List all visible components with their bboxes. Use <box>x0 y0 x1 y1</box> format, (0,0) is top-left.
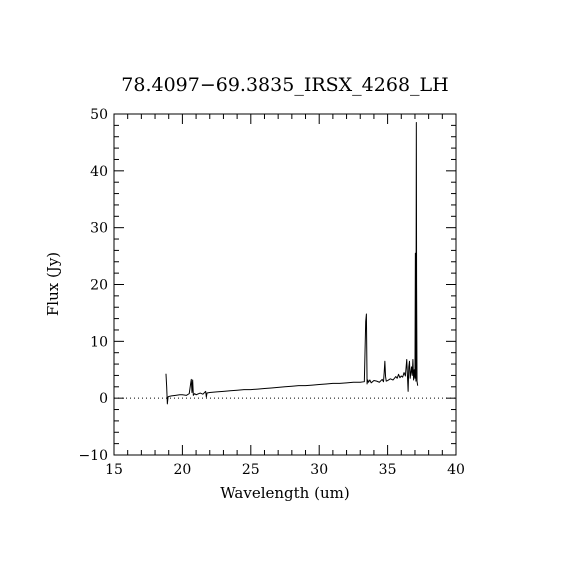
y-axis-label: Flux (Jy) <box>44 252 62 316</box>
x-tick-label: 20 <box>173 462 191 478</box>
y-tick-label: 50 <box>90 107 108 123</box>
x-tick-label: 30 <box>310 462 328 478</box>
chart-title: 78.4097−69.3835_IRSX_4268_LH <box>121 74 448 96</box>
y-tick-label: −10 <box>78 448 108 464</box>
y-tick-label: 40 <box>90 164 108 180</box>
y-tick-label: 10 <box>90 334 108 350</box>
series-line-0 <box>165 122 419 405</box>
x-axis-label: Wavelength (um) <box>220 484 349 502</box>
x-tick-label: 15 <box>105 462 123 478</box>
y-tick-label: 30 <box>90 221 108 237</box>
x-tick-label: 40 <box>447 462 465 478</box>
y-tick-label: 20 <box>90 278 108 294</box>
plot-area: 15 20 25 30 35 40 −10 0 10 20 30 40 50 <box>78 107 464 478</box>
x-tick-label: 35 <box>379 462 397 478</box>
y-tick-label: 0 <box>99 391 108 407</box>
x-tick-label: 25 <box>242 462 260 478</box>
